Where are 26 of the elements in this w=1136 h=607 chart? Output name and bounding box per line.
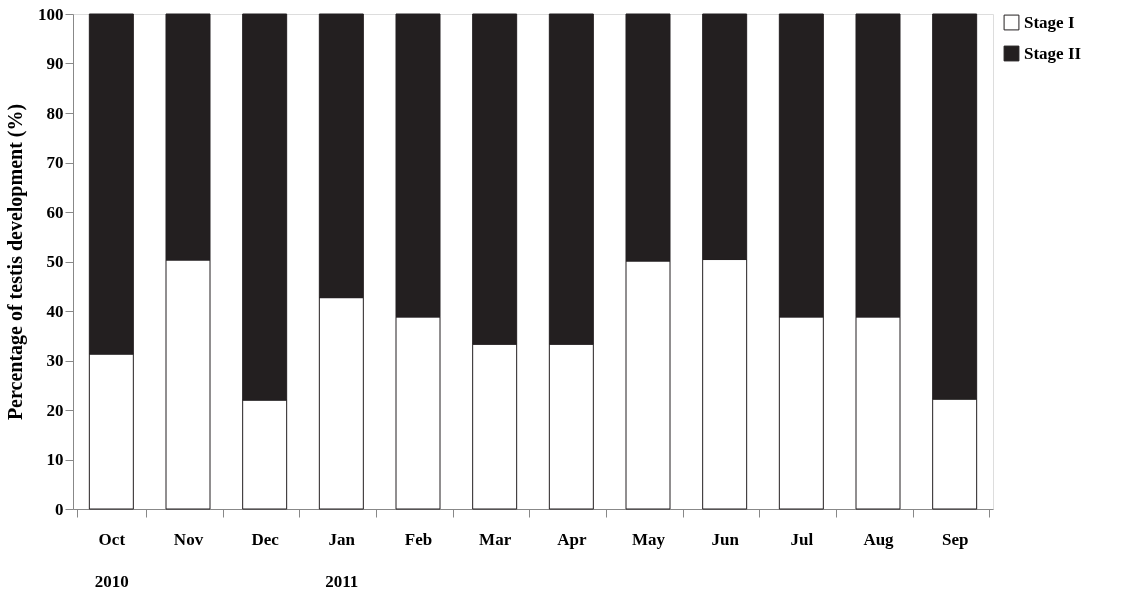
- x-tick-label: Mar: [479, 529, 512, 549]
- x-tick-label: Aug: [863, 529, 895, 549]
- y-axis-title: Percentage of testis development (%): [4, 103, 27, 421]
- x-tick-label: Jun: [711, 529, 740, 549]
- x-tick-label: Dec: [251, 529, 280, 549]
- y-tick-label: 80: [46, 103, 64, 123]
- y-tick-label: 40: [46, 301, 64, 321]
- y-tick-label: 70: [46, 153, 64, 172]
- y-tick-label: 20: [46, 400, 64, 420]
- category-label: Oct 2010: [94, 529, 129, 591]
- x-tick-label: Apr: [557, 529, 587, 549]
- x-tick-label: May: [631, 529, 666, 549]
- x-tick-label: Nov: [173, 529, 204, 549]
- y-tick-label: 100: [38, 4, 64, 24]
- legend-label: Stage II: [1024, 43, 1082, 63]
- y-tick-label: 10: [46, 450, 64, 469]
- y-tick-label: 50: [46, 252, 64, 271]
- x-tick-label: Feb: [404, 529, 433, 549]
- x-tick-label: Jul: [790, 529, 814, 549]
- legend-label: Stage I: [1024, 12, 1075, 32]
- y-tick-label: 0: [55, 499, 64, 519]
- x-tick-label: Sep: [941, 529, 969, 549]
- category-label: Jan 2011: [325, 529, 359, 591]
- y-tick-label: 30: [46, 351, 64, 370]
- y-tick-label: 60: [46, 202, 64, 222]
- y-tick-label: 90: [46, 54, 64, 73]
